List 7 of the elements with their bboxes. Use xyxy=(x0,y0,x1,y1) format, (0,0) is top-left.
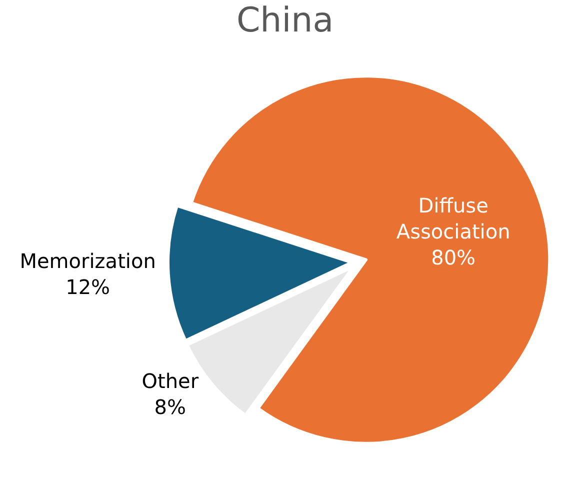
data-label: 8% xyxy=(154,394,186,419)
slice-label: Memorization xyxy=(20,249,156,274)
data-label: 80% xyxy=(431,245,476,270)
chart-title: China xyxy=(236,0,334,40)
slice-label: Diffuse Association xyxy=(396,193,510,244)
slice-label: Other xyxy=(142,368,200,393)
data-label: 12% xyxy=(66,275,110,300)
